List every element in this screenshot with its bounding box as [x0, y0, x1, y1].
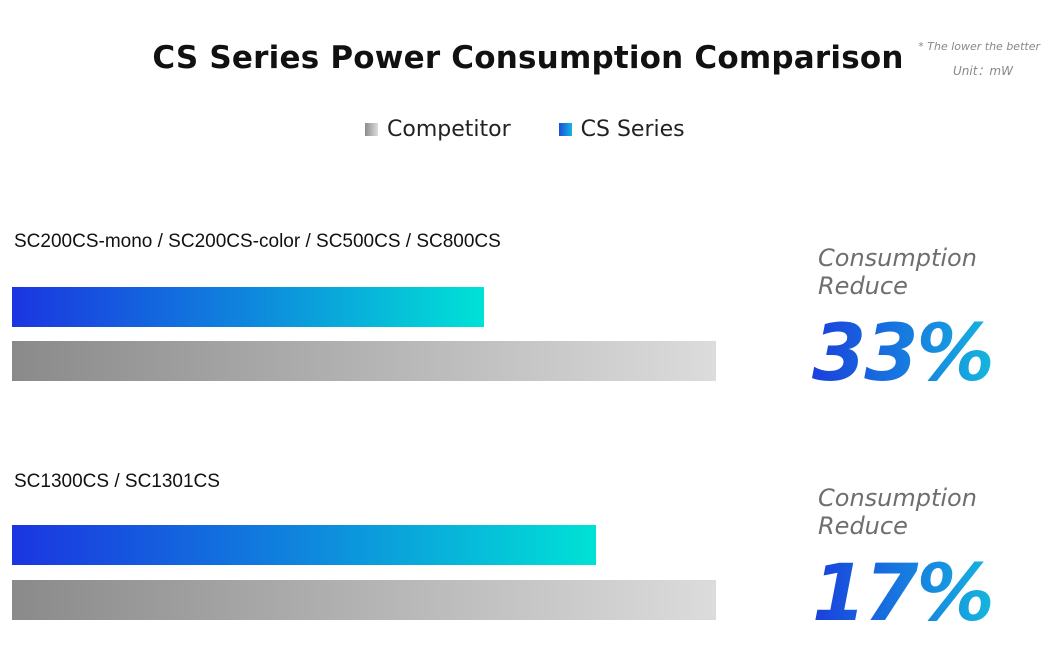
legend-item-competitor: Competitor	[365, 117, 511, 142]
reduce-label-group-1: Consumption Reduce	[818, 244, 1038, 300]
reduce-label-line2-group-2: Reduce	[818, 512, 908, 540]
reduce-percent-group-1: 33%	[812, 313, 1042, 395]
legend-item-cs-series: CS Series	[558, 116, 685, 142]
bar-cs-group-2	[12, 525, 596, 565]
group-label-2: SC1300CS / SC1301CS	[14, 471, 220, 492]
reduce-label-line1-group-2: Consumption	[818, 484, 977, 512]
bar-competitor-group-2	[12, 580, 716, 620]
reduce-label-group-2: Consumption Reduce	[818, 484, 1038, 540]
group-label-1: SC200CS-mono / SC200CS-color / SC500CS /…	[14, 231, 501, 252]
chart-note: * The lower the better	[918, 40, 1040, 53]
legend: Competitor CS Series	[365, 115, 733, 143]
legend-swatch-cs-series	[558, 122, 572, 136]
reduce-label-line1-group-1: Consumption	[818, 244, 977, 272]
legend-label-competitor: Competitor	[387, 116, 511, 142]
bar-cs-group-1	[12, 287, 484, 327]
chart-title: CS Series Power Consumption Comparison	[152, 40, 904, 76]
reduce-percent-group-2: 17%	[812, 553, 1042, 635]
legend-label-cs-series: CS Series	[580, 116, 685, 142]
reduce-label-line2-group-1: Reduce	[818, 272, 908, 300]
legend-swatch-competitor	[365, 122, 378, 136]
bar-competitor-group-1	[12, 341, 716, 381]
chart-unit: Unit：mW	[953, 64, 1013, 78]
